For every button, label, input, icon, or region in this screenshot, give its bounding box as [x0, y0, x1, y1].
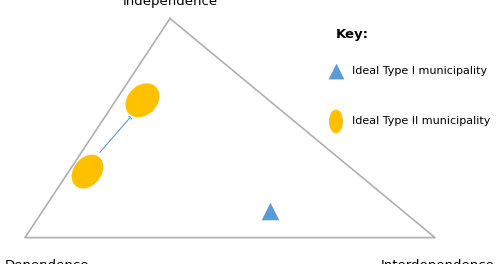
- Text: Ideal Type I municipality: Ideal Type I municipality: [352, 66, 488, 76]
- Point: [332, 69, 340, 73]
- Text: Ideal Type II municipality: Ideal Type II municipality: [352, 116, 491, 126]
- Ellipse shape: [329, 110, 343, 133]
- Ellipse shape: [126, 83, 160, 117]
- Text: Independence: Independence: [122, 0, 218, 8]
- Ellipse shape: [72, 155, 104, 188]
- Text: Dependence: Dependence: [5, 259, 89, 264]
- Text: Interdependence: Interdependence: [381, 259, 495, 264]
- Text: Key:: Key:: [336, 28, 369, 41]
- Point: [266, 209, 274, 213]
